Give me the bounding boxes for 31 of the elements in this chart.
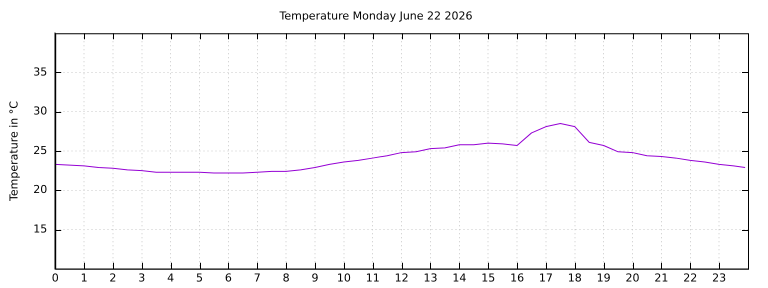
x-tick-label: 3 (138, 271, 146, 284)
x-tick-label: 23 (712, 271, 726, 284)
x-tick-label: 17 (538, 271, 553, 284)
x-tick-label: 10 (336, 271, 351, 284)
x-tick-label: 8 (282, 271, 290, 284)
x-tick-label: 13 (423, 271, 438, 284)
x-tick-label: 6 (224, 271, 232, 284)
y-tick-label: 25 (33, 144, 48, 157)
x-tick-label: 9 (312, 271, 318, 284)
x-tick-label: 4 (167, 271, 174, 284)
x-tick-label: 21 (654, 271, 668, 284)
x-tick-label: 12 (394, 271, 409, 284)
chart-title: Temperature Monday June 22 2026 (278, 9, 473, 22)
x-tick-label: 15 (481, 271, 496, 284)
y-tick-label: 30 (33, 104, 48, 118)
x-tick-label: 18 (568, 271, 582, 284)
x-tick-label: 5 (196, 271, 204, 284)
x-tick-label: 0 (52, 271, 59, 284)
y-axis-title: Temperature in °C (7, 100, 20, 202)
x-tick-label: 16 (510, 271, 524, 284)
x-tick-label: 11 (366, 271, 380, 284)
y-tick-label: 35 (33, 65, 48, 78)
x-tick-label: 2 (109, 271, 116, 284)
x-tick-label: 14 (452, 271, 466, 284)
x-tick-label: 22 (683, 271, 698, 284)
y-tick-label: 20 (33, 183, 48, 196)
x-tick-label: 1 (80, 271, 88, 284)
y-tick-label: 15 (33, 222, 48, 236)
x-tick-label: 7 (254, 271, 261, 284)
x-tick-label: 20 (626, 271, 640, 284)
x-tick-label: 19 (596, 271, 611, 284)
